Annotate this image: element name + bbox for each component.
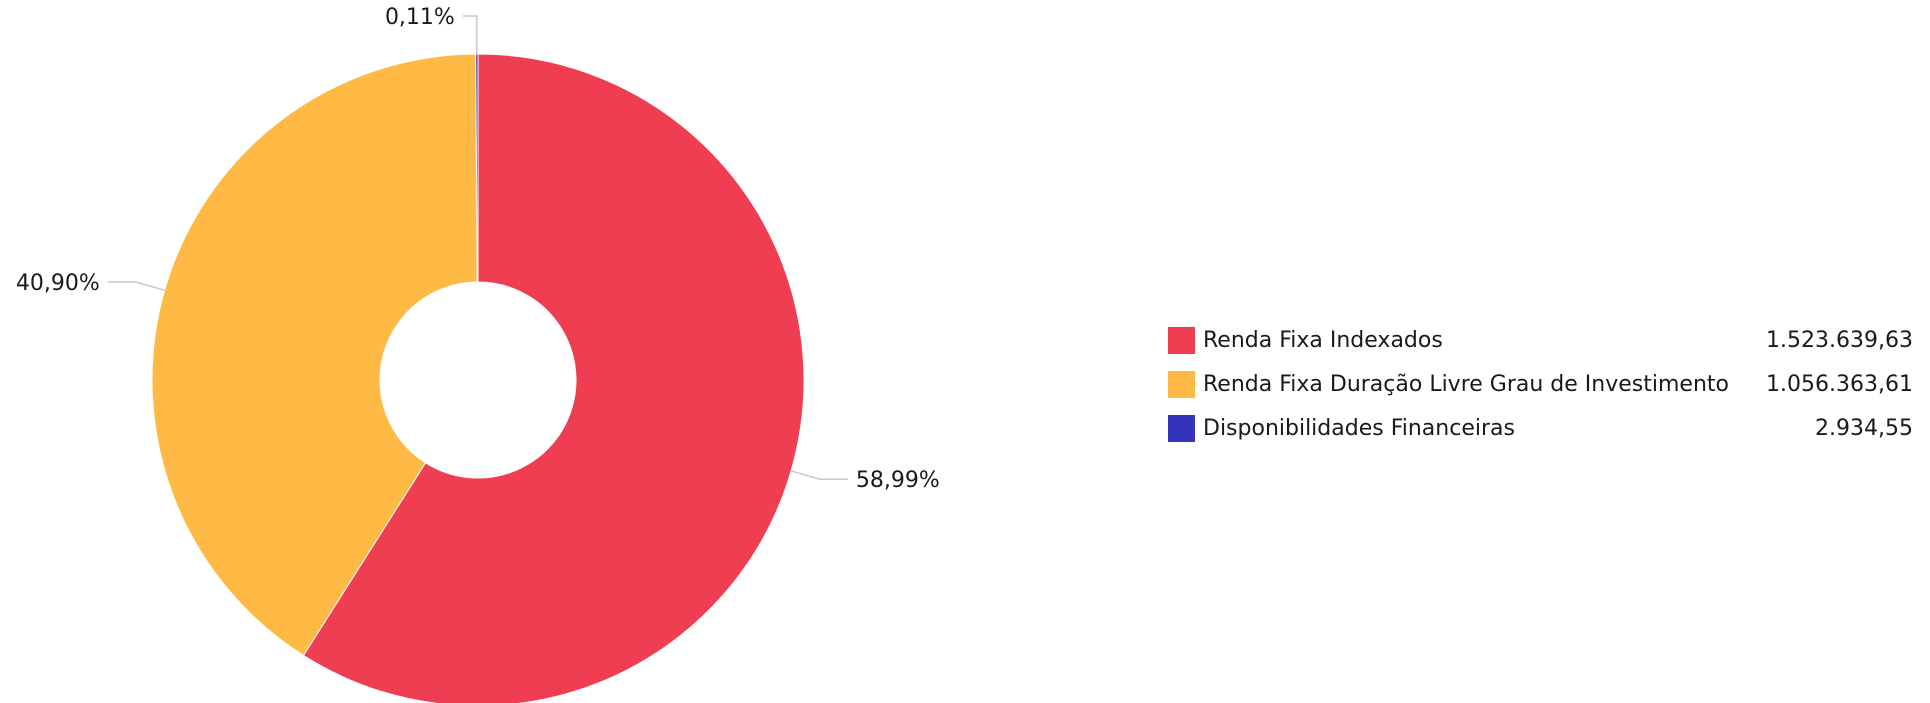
percent-label: 40,90% [16,271,100,296]
legend-label: Renda Fixa Indexados [1203,327,1443,353]
legend: Renda Fixa Indexados 1.523.639,63 Renda … [1168,318,1913,450]
legend-swatch [1168,326,1195,354]
legend-swatch [1168,370,1195,398]
slice-disponibilidades-financeiras[interactable] [475,53,479,283]
leader-line [462,15,478,55]
leader-lines [107,15,848,480]
percent-label: 58,99% [856,468,940,493]
legend-value: 1.523.639,63 [1766,327,1913,353]
percent-label: 0,11% [385,5,455,30]
legend-item-renda-fixa-duracao-livre[interactable]: Renda Fixa Duração Livre Grau de Investi… [1168,362,1913,406]
legend-value: 2.934,55 [1815,415,1913,441]
slice-renda-fixa-duracao-livre-grau-de-investimento[interactable] [151,53,478,657]
slice-renda-fixa-indexados[interactable] [302,53,805,703]
legend-label: Renda Fixa Duração Livre Grau de Investi… [1203,371,1729,397]
legend-item-renda-fixa-indexados[interactable]: Renda Fixa Indexados 1.523.639,63 [1168,318,1913,362]
legend-swatch [1168,414,1195,442]
legend-value: 1.056.363,61 [1766,371,1913,397]
legend-item-disponibilidades-financeiras[interactable]: Disponibilidades Financeiras 2.934,55 [1168,406,1913,450]
percent-labels: 58,99% 40,90% 0,11% [16,5,940,493]
leader-line [790,470,848,480]
leader-line [107,281,165,291]
donut-slices [151,53,805,703]
legend-label: Disponibilidades Financeiras [1203,415,1515,441]
